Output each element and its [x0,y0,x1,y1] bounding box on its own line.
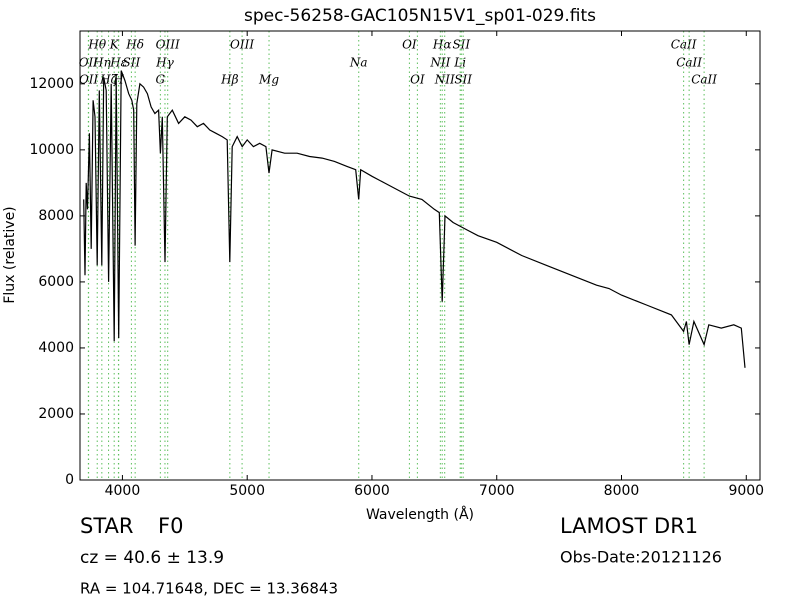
x-tick-label: 5000 [229,483,265,499]
line-label: Hθ [87,38,106,52]
line-label: NII [434,73,455,87]
coordinates: RA = 104.71648, DEC = 13.36843 [80,580,338,598]
spectrum-line [83,70,746,368]
object-class: STAR [80,514,133,538]
x-tick-label: 7000 [479,483,515,499]
y-axis-label: Flux (relative) [2,206,18,303]
line-label: OII [79,73,99,87]
line-label: OIII [156,38,180,52]
y-tick-label: 12000 [29,76,74,92]
y-tick-label: 4000 [38,340,74,356]
y-tick-label: 2000 [38,406,74,422]
line-label: Hβ [220,73,238,87]
line-label: OI [402,38,417,52]
line-label: Hδ [125,38,144,52]
x-tick-label: 8000 [604,483,640,499]
y-tick-label: 10000 [29,142,74,158]
x-axis-label: Wavelength (Å) [366,506,474,523]
line-label: G [156,73,166,87]
x-tick-label: 4000 [105,483,141,499]
line-label: Hα [432,38,452,52]
line-label: OI [410,73,425,87]
obs-date: Obs-Date:20121126 [560,548,722,567]
plot-frame [79,30,761,481]
line-label: Na [349,56,368,70]
line-label: Li [453,56,466,70]
subclass: F0 [158,514,183,538]
line-label: SII [123,56,141,70]
redshift: cz = 40.6 ± 13.9 [80,548,224,568]
line-label: SII [452,38,470,52]
line-label: CaII [676,56,702,70]
line-label: CaII [691,73,717,87]
line-label: Hγ [155,56,174,70]
chart-title: spec-56258-GAC105N15V1_sp01-029.fits [244,6,596,26]
y-tick-label: 8000 [38,208,74,224]
line-label: Mg [258,73,279,87]
x-tick-label: 9000 [728,483,764,499]
line-label: Hη [92,56,111,70]
line-label: CaII [671,38,697,52]
line-label: SII [454,73,472,87]
y-tick-label: 6000 [38,274,74,290]
survey: LAMOST DR1 [560,514,698,538]
line-label: OIII [230,38,254,52]
y-tick-label: 0 [65,472,74,488]
line-label: NII [429,56,450,70]
line-label: K [109,38,120,52]
x-tick-label: 6000 [354,483,390,499]
